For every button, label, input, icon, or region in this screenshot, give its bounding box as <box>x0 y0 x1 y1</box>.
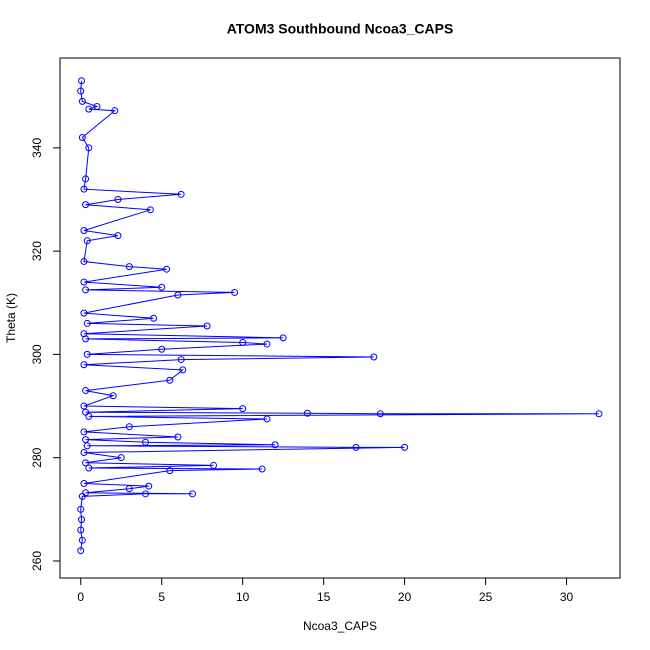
point <box>77 87 85 95</box>
point <box>125 423 133 431</box>
point <box>263 340 271 348</box>
point <box>77 526 85 534</box>
point <box>80 361 88 369</box>
point <box>80 402 88 410</box>
x-axis-label: Ncoa3_CAPS <box>303 619 377 633</box>
x-tick-label: 25 <box>479 590 493 604</box>
y-tick-label: 340 <box>30 138 44 158</box>
point <box>78 97 86 105</box>
point <box>80 278 88 286</box>
point <box>179 366 187 374</box>
point <box>82 201 90 209</box>
point <box>125 485 133 493</box>
point <box>210 461 218 469</box>
point <box>142 438 150 446</box>
point <box>258 465 266 473</box>
point <box>80 449 88 457</box>
point <box>80 480 88 488</box>
point <box>203 322 211 330</box>
point <box>82 489 90 497</box>
point <box>80 257 88 265</box>
point <box>177 356 185 364</box>
x-tick-label: 10 <box>236 590 250 604</box>
point <box>80 226 88 234</box>
point <box>85 144 93 152</box>
point <box>77 505 85 513</box>
point <box>125 263 133 271</box>
point <box>80 330 88 338</box>
point <box>239 339 247 347</box>
point <box>83 237 91 245</box>
point <box>78 536 86 544</box>
y-tick-label: 300 <box>30 344 44 364</box>
point <box>177 190 185 198</box>
series-line <box>80 80 599 551</box>
y-axis-label: Theta (K) <box>4 293 18 343</box>
y-tick-label: 320 <box>30 241 44 261</box>
point <box>78 134 86 142</box>
point <box>279 334 287 342</box>
point <box>82 175 90 183</box>
point <box>150 314 158 322</box>
x-tick-label: 5 <box>158 590 165 604</box>
y-tick-label: 280 <box>30 447 44 467</box>
point <box>109 392 117 400</box>
point <box>82 387 90 395</box>
point <box>85 464 93 472</box>
point <box>263 415 271 423</box>
point <box>231 288 239 296</box>
point <box>142 490 150 498</box>
x-tick-label: 20 <box>398 590 412 604</box>
point <box>80 428 88 436</box>
point <box>401 443 409 451</box>
point <box>111 107 119 115</box>
point <box>80 185 88 193</box>
point <box>166 376 174 384</box>
point <box>93 103 101 111</box>
point <box>158 345 166 353</box>
point <box>166 467 174 475</box>
point <box>82 408 90 416</box>
point <box>82 436 90 444</box>
point <box>145 482 153 490</box>
point <box>82 286 90 294</box>
point <box>174 433 182 441</box>
point <box>163 265 171 273</box>
point <box>80 309 88 317</box>
point <box>239 405 247 413</box>
x-tick-label: 0 <box>77 590 84 604</box>
point <box>78 77 86 85</box>
point <box>158 283 166 291</box>
point <box>117 454 125 462</box>
point <box>77 547 85 555</box>
point <box>595 410 603 418</box>
point <box>83 350 91 358</box>
point <box>114 232 122 240</box>
point <box>352 443 360 451</box>
point <box>174 291 182 299</box>
point <box>376 410 384 418</box>
point <box>83 442 91 450</box>
point <box>83 319 91 327</box>
x-tick-label: 15 <box>317 590 331 604</box>
point <box>303 409 311 417</box>
x-tick-label: 30 <box>560 590 574 604</box>
point <box>114 195 122 203</box>
point <box>146 206 154 214</box>
chart-title: ATOM3 Southbound Ncoa3_CAPS <box>227 21 454 37</box>
point <box>188 490 196 498</box>
point <box>271 441 279 449</box>
point <box>82 459 90 467</box>
point <box>85 105 93 113</box>
point <box>78 516 86 524</box>
point <box>370 353 378 361</box>
y-tick-label: 260 <box>30 551 44 571</box>
